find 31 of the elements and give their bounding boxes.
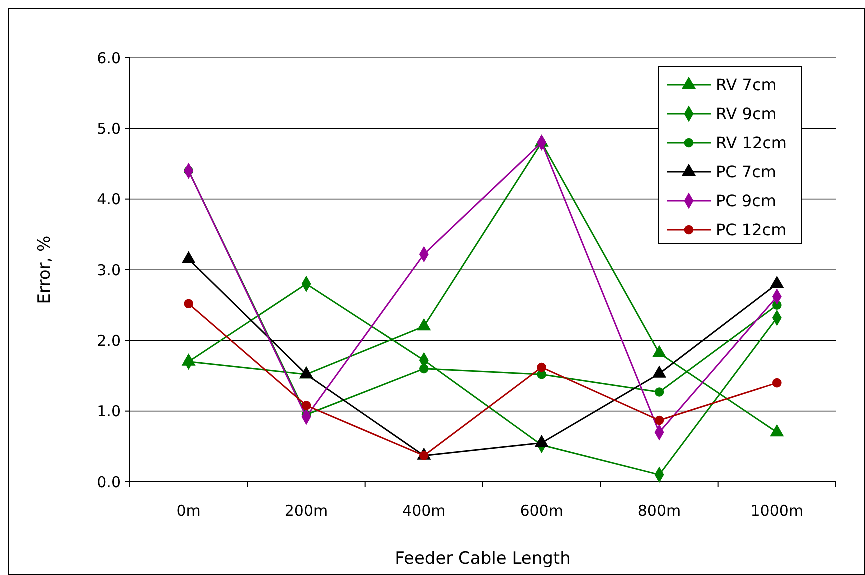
y-tick-label: 2.0 — [97, 332, 121, 350]
point — [772, 378, 782, 388]
y-tick-label: 1.0 — [97, 402, 121, 421]
x-axis-title: Feeder Cable Length — [395, 549, 571, 569]
point — [654, 388, 664, 397]
y-axis-title: Error, % — [35, 236, 55, 304]
x-tick-label: 600m — [520, 502, 564, 520]
y-tick-label: 0.0 — [97, 473, 121, 492]
point — [418, 319, 431, 331]
point — [770, 425, 784, 437]
legend-label: RV 12cm — [716, 134, 788, 153]
point — [302, 401, 312, 410]
x-tick-label: 800m — [638, 502, 682, 520]
legend-label: PC 9cm — [716, 192, 776, 211]
y-tick-label: 5.0 — [97, 120, 121, 138]
point — [184, 299, 194, 309]
x-tick-label: 200m — [284, 502, 328, 520]
y-tick-label: 3.0 — [97, 261, 121, 280]
point — [420, 364, 429, 374]
x-tick-label: 400m — [402, 502, 446, 520]
x-tick-label: 1000m — [750, 502, 804, 520]
legend-label: PC 7cm — [716, 162, 776, 182]
y-tick-label: 6.0 — [97, 49, 121, 68]
point — [654, 416, 664, 426]
legend-label: RV 9cm — [716, 104, 777, 124]
legend-label: PC 12cm — [716, 220, 787, 240]
y-tick-label: 4.0 — [97, 190, 121, 209]
legend-label: RV 7cm — [716, 76, 777, 95]
point — [535, 436, 548, 448]
x-tick-label: 0m — [176, 502, 201, 520]
point — [537, 362, 546, 372]
